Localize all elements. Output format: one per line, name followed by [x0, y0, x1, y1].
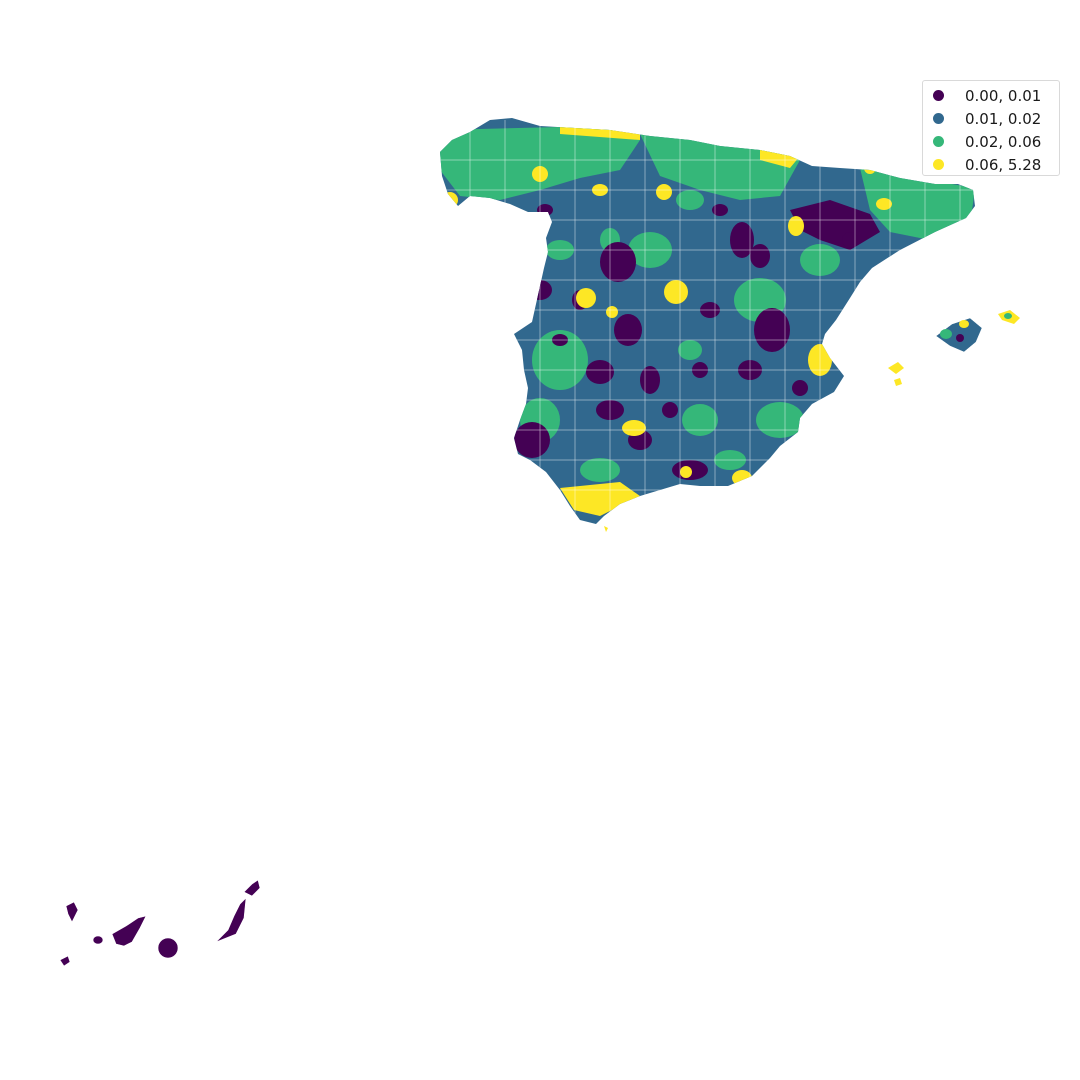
legend-marker [933, 113, 944, 124]
legend-item: 0.06, 5.28 [933, 153, 1059, 176]
mainland-spain [440, 118, 975, 524]
legend-marker [933, 136, 944, 147]
municipality-borders [440, 120, 975, 524]
legend-marker [933, 159, 944, 170]
legend-marker [933, 90, 944, 101]
legend: 0.00, 0.01 0.01, 0.02 0.02, 0.06 0.06, 5.28 [922, 80, 1060, 176]
legend-label: 0.01, 0.02 [965, 109, 1042, 128]
ceuta-fragment [604, 526, 608, 532]
legend-item: 0.01, 0.02 [933, 107, 1059, 130]
legend-item: 0.02, 0.06 [933, 130, 1059, 153]
legend-label: 0.06, 5.28 [965, 155, 1042, 174]
legend-item: 0.00, 0.01 [933, 84, 1059, 107]
balearic-islands [888, 310, 1020, 386]
legend-label: 0.00, 0.01 [965, 86, 1042, 105]
legend-label: 0.02, 0.06 [965, 132, 1042, 151]
canary-islands [59, 879, 261, 967]
